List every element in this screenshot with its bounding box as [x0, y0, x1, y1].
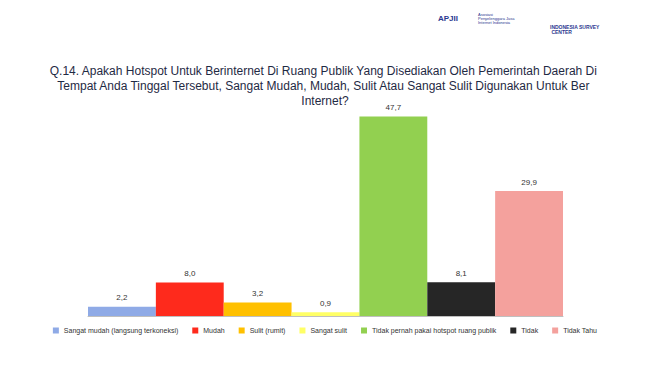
svg-text:Tempat Anda Tinggal Tersebut,: Tempat Anda Tinggal Tersebut, Sangat Mud…	[57, 79, 592, 93]
svg-text:CENTER: CENTER	[550, 29, 572, 35]
svg-text:0,9: 0,9	[320, 299, 332, 308]
svg-text:INDONESIA SURVEY: INDONESIA SURVEY	[550, 23, 600, 30]
svg-text:Tidak Tahu: Tidak Tahu	[563, 327, 597, 334]
svg-text:Sulit (rumit): Sulit (rumit)	[250, 327, 286, 335]
svg-text:3,2: 3,2	[252, 289, 264, 298]
svg-text:Q.14. Apakah Hotspot Untuk Ber: Q.14. Apakah Hotspot Untuk Berinternet D…	[50, 64, 601, 78]
svg-text:2,2: 2,2	[116, 293, 128, 302]
svg-text:Tidak pernah pakai hotspot rua: Tidak pernah pakai hotspot ruang publik	[372, 327, 497, 335]
svg-text:47,7: 47,7	[386, 103, 402, 112]
svg-text:Sangat mudah (langsung terkone: Sangat mudah (langsung terkoneksi)	[64, 327, 178, 335]
svg-text:Asosiasi: Asosiasi	[478, 11, 494, 17]
svg-text:8,0: 8,0	[184, 269, 196, 278]
svg-text:Internet?: Internet?	[301, 94, 349, 108]
svg-text:8,1: 8,1	[456, 269, 468, 278]
svg-text:Penyelenggara Jasa: Penyelenggara Jasa	[478, 15, 516, 21]
svg-text:29,9: 29,9	[521, 178, 537, 187]
svg-text:APJII: APJII	[438, 14, 458, 23]
svg-text:Mudah: Mudah	[203, 327, 225, 334]
svg-text:Tidak: Tidak	[521, 327, 538, 334]
svg-text:Sangat sulit: Sangat sulit	[310, 327, 347, 335]
svg-text:Internet Indonesia: Internet Indonesia	[478, 20, 511, 25]
